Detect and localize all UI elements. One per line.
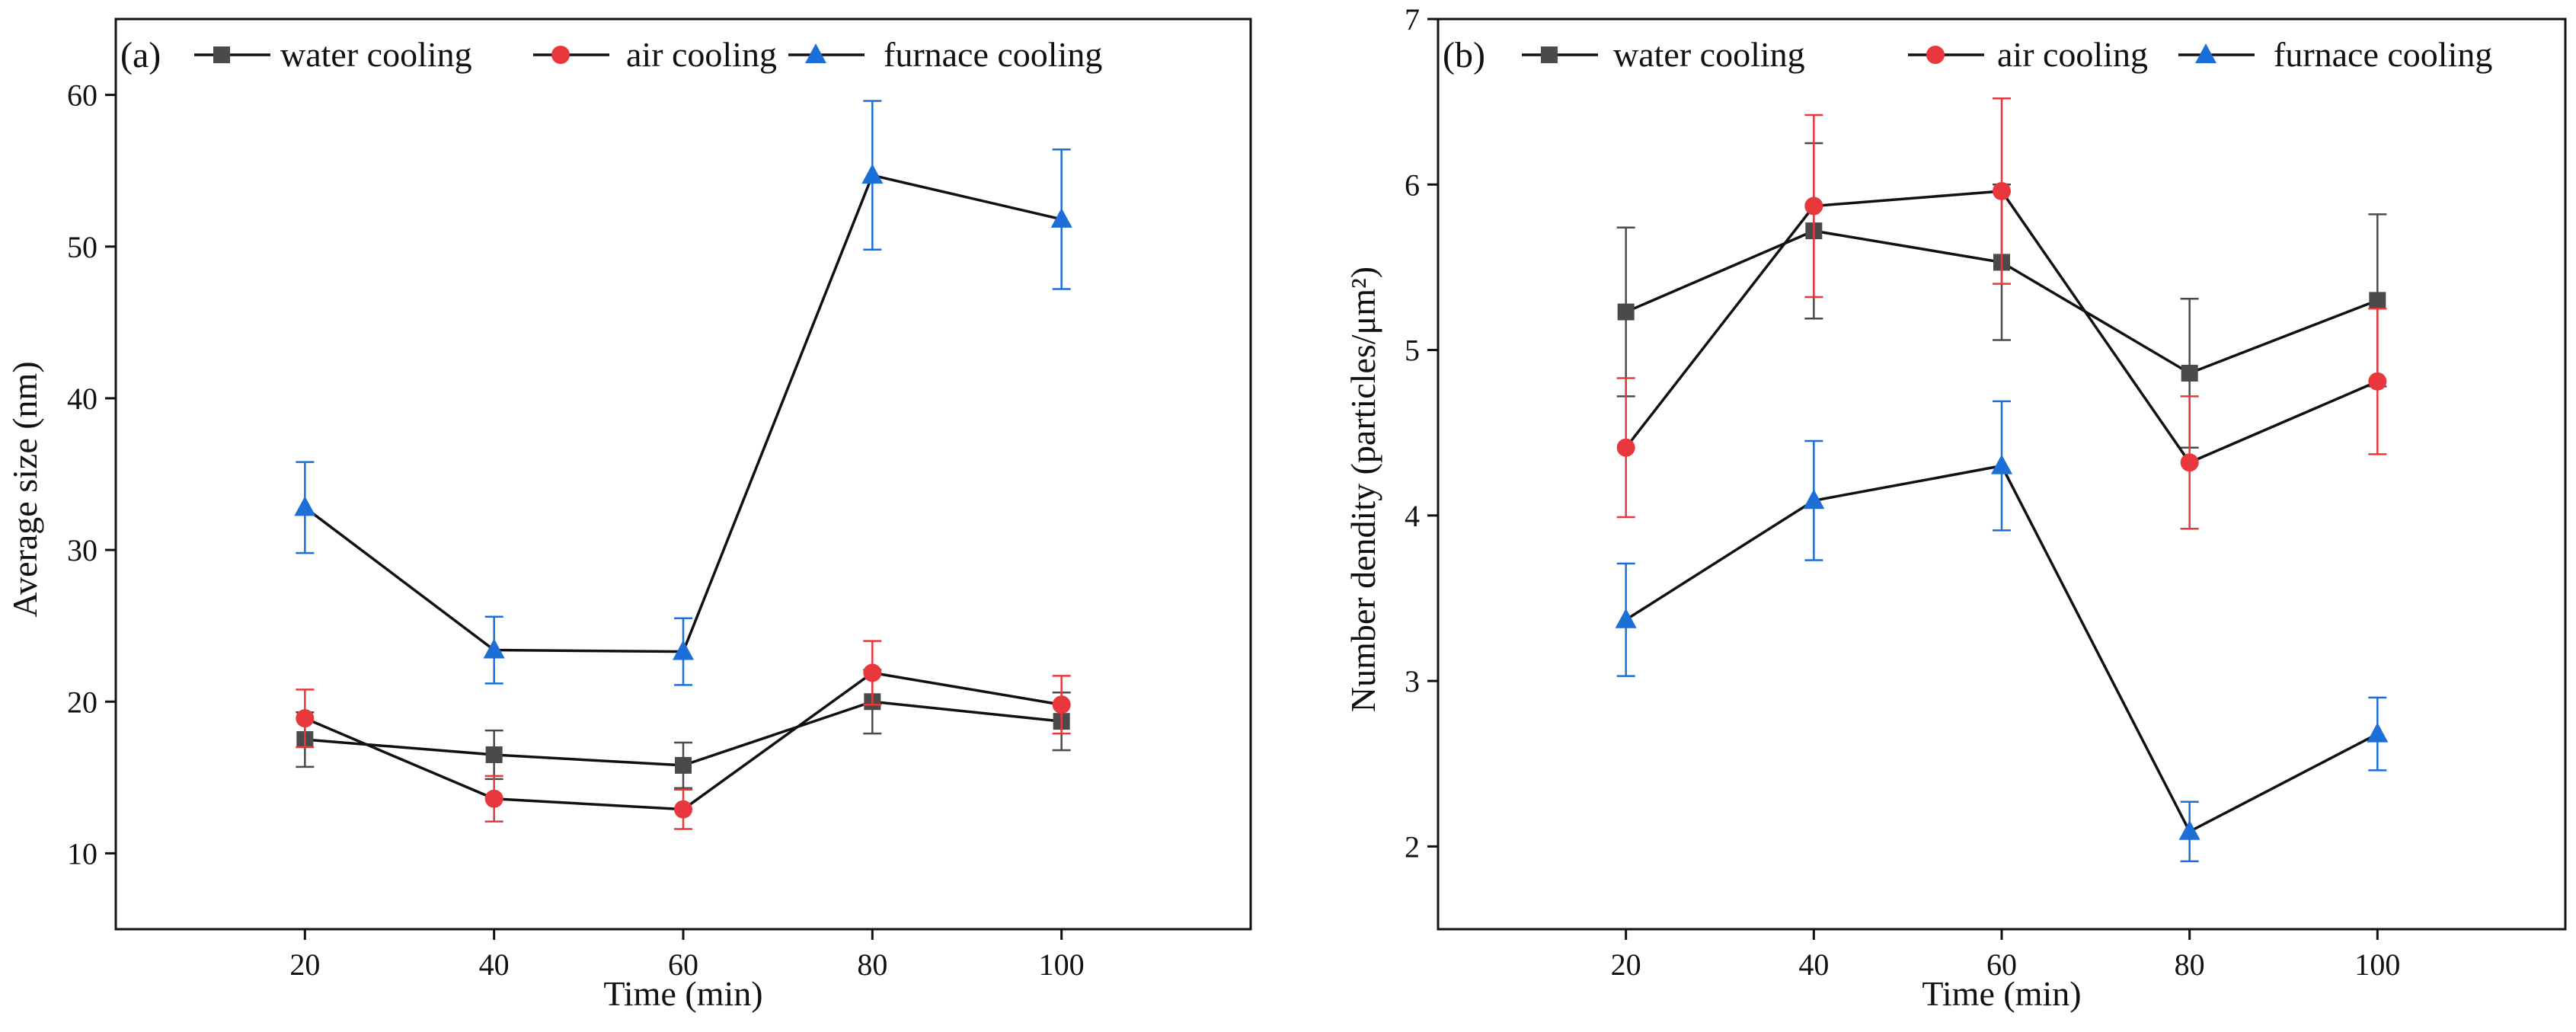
data-point	[673, 640, 694, 660]
data-point	[2178, 820, 2200, 840]
data-point	[1803, 489, 1825, 510]
x-tick-label: 60	[668, 947, 698, 982]
data-point	[674, 800, 692, 819]
data-point	[675, 756, 692, 774]
data-point	[1052, 695, 1071, 714]
data-point	[296, 709, 315, 728]
y-tick-label: 10	[67, 836, 97, 871]
legend-marker	[805, 43, 826, 63]
data-point	[2181, 364, 2198, 382]
data-point	[861, 164, 884, 184]
x-tick-label: 40	[479, 947, 510, 982]
data-point	[1617, 303, 1635, 321]
data-point	[2368, 372, 2387, 391]
series-line	[304, 174, 1063, 653]
y-tick-label: 50	[67, 230, 97, 264]
legend-label: air cooling	[1997, 35, 2148, 74]
legend-marker	[213, 46, 230, 63]
series-air-cooling	[296, 640, 1071, 830]
series-furnace-cooling	[1615, 400, 2389, 863]
legend-label: furnace cooling	[884, 35, 1102, 74]
legend-entry: furnace cooling	[2178, 35, 2492, 74]
x-axis-label: Time (min)	[603, 974, 762, 1013]
data-point	[2180, 453, 2199, 472]
legend-entry: furnace cooling	[788, 35, 1102, 74]
y-tick-label: 5	[1405, 334, 1420, 368]
x-tick-label: 100	[1039, 947, 1085, 982]
data-point	[2367, 722, 2389, 743]
y-tick-label: 3	[1405, 664, 1420, 698]
data-point	[294, 496, 316, 516]
y-tick-label: 7	[1405, 2, 1420, 37]
y-tick-label: 4	[1405, 499, 1420, 533]
data-point	[1615, 608, 1637, 628]
x-tick-label: 80	[2175, 947, 2205, 982]
y-tick-label: 30	[67, 533, 97, 567]
y-tick-label: 40	[67, 382, 97, 416]
x-tick-label: 20	[1611, 947, 1641, 982]
y-tick-label: 60	[67, 78, 97, 113]
y-tick-label: 20	[67, 685, 97, 719]
data-point	[1991, 454, 2012, 474]
data-point	[1616, 438, 1635, 457]
data-point	[1993, 181, 2011, 200]
legend-entry: air cooling	[533, 35, 777, 74]
legend-label: water cooling	[280, 35, 472, 74]
legend-entry: air cooling	[1908, 35, 2148, 74]
data-point	[863, 663, 882, 682]
y-axis-label: Number dendity (particles/μm²)	[1344, 267, 1382, 712]
data-point	[485, 746, 503, 763]
x-tick-label: 40	[1798, 947, 1829, 982]
legend-label: water cooling	[1613, 35, 1805, 74]
series-furnace-cooling	[294, 100, 1072, 686]
series-air-cooling	[1616, 97, 2387, 530]
x-axis-label: Time (min)	[1922, 974, 2081, 1013]
legend-label: furnace cooling	[2274, 35, 2492, 74]
data-point	[484, 789, 503, 808]
legend-marker	[1926, 46, 1945, 64]
panel-label: (a)	[120, 35, 161, 75]
y-tick-label: 6	[1405, 168, 1420, 202]
x-tick-label: 100	[2354, 947, 2400, 982]
panel-label: (b)	[1443, 35, 1485, 75]
y-axis-label: Average size (nm)	[5, 361, 44, 617]
data-point	[2369, 292, 2386, 309]
legend-entry: water cooling	[194, 35, 472, 74]
legend-label: air cooling	[626, 35, 777, 74]
x-tick-label: 20	[289, 947, 320, 982]
legend-marker	[551, 46, 570, 64]
legend-marker	[2195, 43, 2216, 63]
x-tick-label: 80	[857, 947, 887, 982]
data-point	[483, 638, 505, 659]
x-tick-label: 60	[1986, 947, 2017, 982]
panel-b: 20 40 60 80 100 2 3 4 5 6 7 Time (min) Number dendit…	[1344, 2, 2567, 1013]
legend-marker	[1541, 46, 1558, 63]
y-tick-label: 2	[1405, 829, 1420, 864]
data-point	[1050, 207, 1072, 228]
legend-entry: water cooling	[1522, 35, 1805, 74]
data-point	[1804, 196, 1823, 216]
